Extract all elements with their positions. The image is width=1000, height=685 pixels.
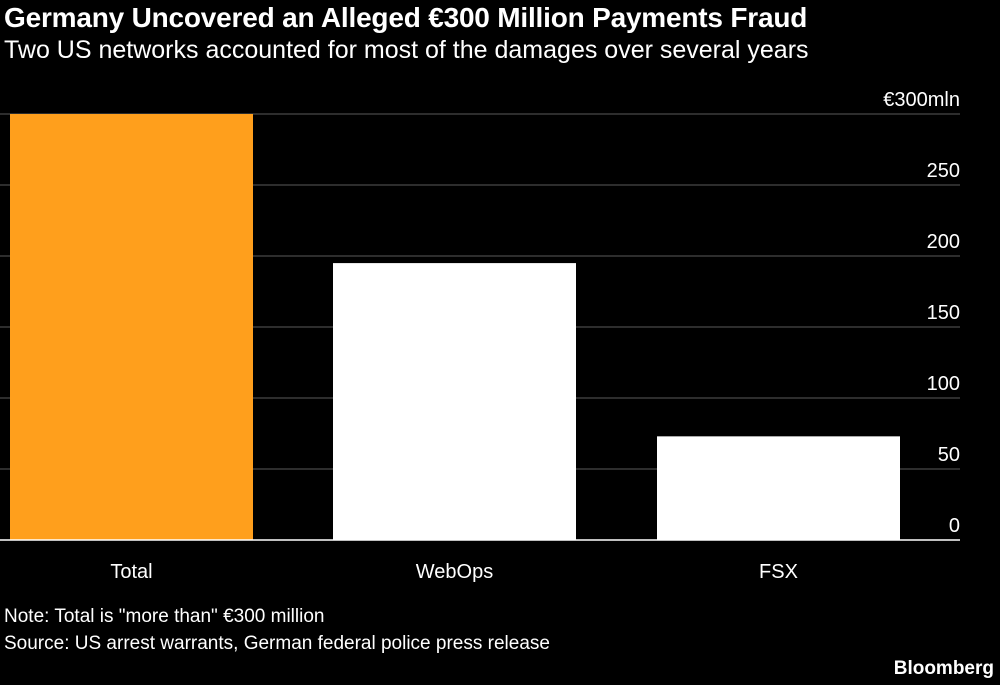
y-tick-label: 250 bbox=[927, 160, 960, 182]
chart-note: Note: Total is "more than" €300 million bbox=[4, 606, 325, 627]
y-tick-label: €300mln bbox=[883, 89, 960, 111]
x-tick-label: WebOps bbox=[416, 561, 493, 583]
bar-webops bbox=[333, 263, 576, 540]
x-tick-label: FSX bbox=[759, 561, 798, 583]
chart-subtitle: Two US networks accounted for most of th… bbox=[4, 36, 809, 64]
y-tick-label: 200 bbox=[927, 231, 960, 253]
x-tick-label: Total bbox=[110, 561, 152, 583]
bar-fsx bbox=[657, 436, 900, 540]
y-tick-label: 0 bbox=[949, 515, 960, 537]
bloomberg-logo: Bloomberg bbox=[893, 658, 994, 679]
chart-title: Germany Uncovered an Alleged €300 Millio… bbox=[4, 2, 808, 33]
bars bbox=[10, 114, 900, 540]
y-tick-label: 50 bbox=[938, 444, 960, 466]
bar-total bbox=[10, 114, 253, 540]
bar-chart: 0 50 100 150 200 250 €300mln Total WebOps FSX bbox=[0, 89, 960, 583]
y-tick-label: 150 bbox=[927, 302, 960, 324]
chart-source: Source: US arrest warrants, German feder… bbox=[4, 633, 550, 654]
y-tick-label: 100 bbox=[927, 373, 960, 395]
tick-labels: 0 50 100 150 200 250 €300mln Total WebOps FSX bbox=[110, 89, 960, 583]
